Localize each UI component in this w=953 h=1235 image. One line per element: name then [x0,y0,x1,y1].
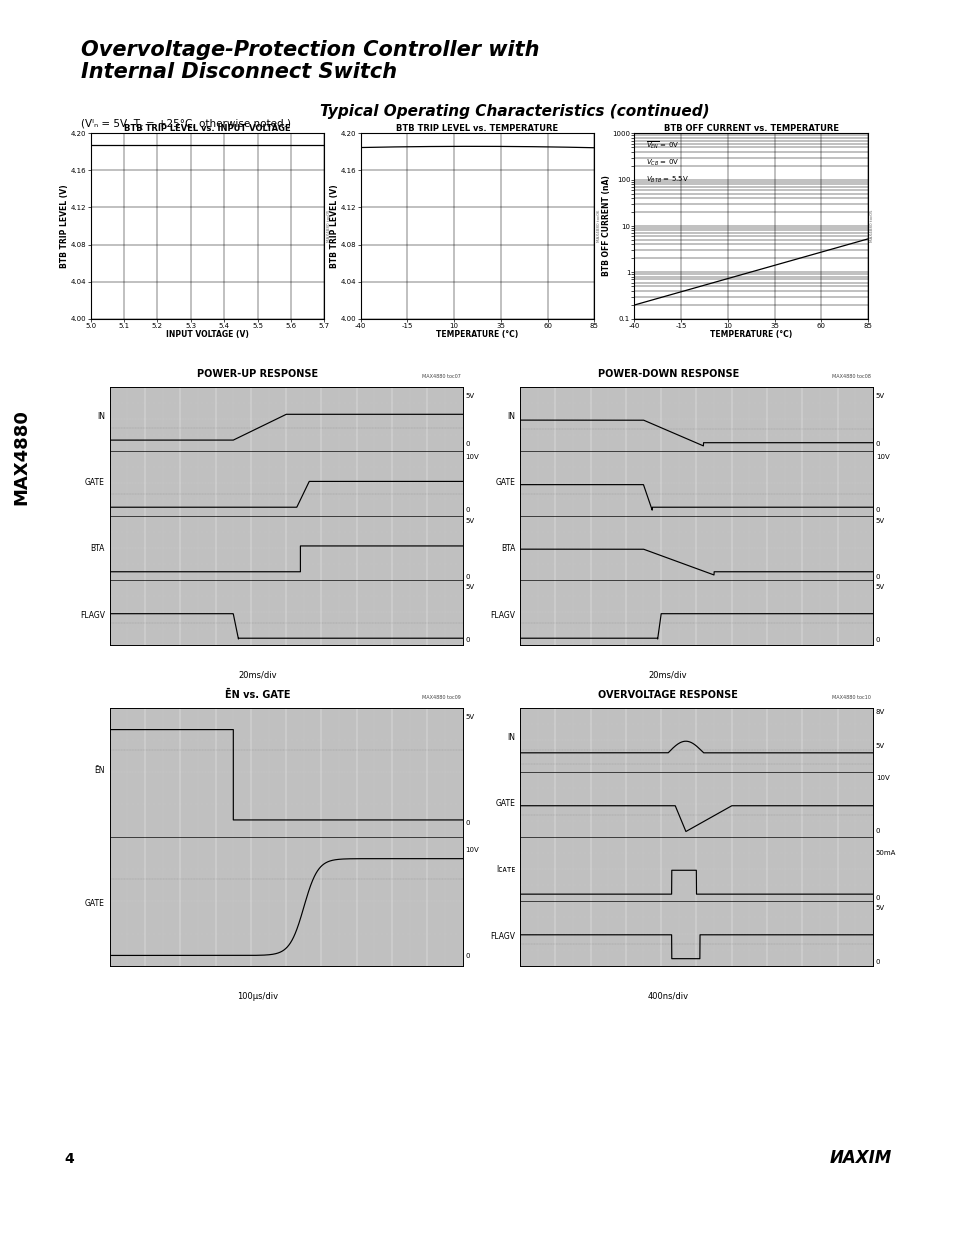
Text: 0: 0 [465,441,470,447]
Text: FLAGV: FLAGV [490,931,515,941]
Text: MAX4880 toc10: MAX4880 toc10 [831,695,870,700]
Text: 5V: 5V [875,393,884,399]
Text: Internal Disconnect Switch: Internal Disconnect Switch [81,62,396,82]
Y-axis label: BTB OFF CURRENT (nA): BTB OFF CURRENT (nA) [601,175,610,277]
Text: Overvoltage-Protection Controller with: Overvoltage-Protection Controller with [81,40,539,59]
Y-axis label: BTB TRIP LEVEL (V): BTB TRIP LEVEL (V) [60,184,70,268]
Text: 10V: 10V [465,847,478,853]
Text: Typical Operating Characteristics (continued): Typical Operating Characteristics (conti… [320,104,709,119]
Text: 0: 0 [465,508,470,514]
Text: MAX4880 toc06: MAX4880 toc06 [596,210,600,242]
Text: MAX4880: MAX4880 [12,409,30,505]
Text: 10V: 10V [875,776,888,782]
Text: 5V: 5V [875,905,884,911]
Text: BTA: BTA [500,545,515,553]
Text: MAX4880 toc09: MAX4880 toc09 [421,695,460,700]
Text: Iᴄᴀᴛᴇ: Iᴄᴀᴛᴇ [496,866,515,874]
Title: BTB TRIP LEVEL vs. INPUT VOLTAGE: BTB TRIP LEVEL vs. INPUT VOLTAGE [124,124,291,132]
Text: BTA: BTA [91,545,105,553]
Text: FLAGV: FLAGV [490,610,515,620]
Text: MAX4880 toc05: MAX4880 toc05 [869,210,874,242]
Text: 5V: 5V [465,714,475,720]
Text: 5V: 5V [465,393,475,399]
Text: 0: 0 [875,958,880,965]
Text: 0: 0 [465,574,470,579]
X-axis label: TEMPERATURE (°C): TEMPERATURE (°C) [709,330,792,340]
Text: IN: IN [507,411,515,421]
Text: $\overline{V_{EN}}$ = 0V: $\overline{V_{EN}}$ = 0V [645,140,679,151]
Text: 0: 0 [875,637,880,643]
Text: FLAGV: FLAGV [80,610,105,620]
Text: 0: 0 [875,574,880,579]
Text: (Vᴵₙ = 5V, T⁁ = +25°C, otherwise noted.): (Vᴵₙ = 5V, T⁁ = +25°C, otherwise noted.) [81,119,291,130]
Text: 100μs/div: 100μs/div [237,992,278,1000]
Text: 5V: 5V [875,743,884,750]
Text: MAX4880 toc08: MAX4880 toc08 [831,374,870,379]
Text: 5V: 5V [465,517,475,524]
Text: 10V: 10V [875,454,888,461]
Text: 0: 0 [875,508,880,514]
Text: POWER-DOWN RESPONSE: POWER-DOWN RESPONSE [597,369,738,379]
Text: 4: 4 [65,1152,74,1166]
Text: ĒN vs. GATE: ĒN vs. GATE [225,690,291,700]
Text: OVERVOLTAGE RESPONSE: OVERVOLTAGE RESPONSE [598,690,738,700]
Text: 0: 0 [465,953,470,960]
Text: $V_{CB}$ = 0V: $V_{CB}$ = 0V [645,158,679,168]
Text: MAX4880 toc05: MAX4880 toc05 [326,210,331,242]
Text: 0: 0 [465,820,470,826]
Text: 5V: 5V [465,584,475,590]
Text: GATE: GATE [495,799,515,808]
Text: IN: IN [507,732,515,742]
Y-axis label: BTB TRIP LEVEL (V): BTB TRIP LEVEL (V) [330,184,339,268]
Text: 400ns/div: 400ns/div [647,992,688,1000]
Text: 10V: 10V [465,454,478,461]
Text: 0: 0 [875,441,880,447]
Text: 20ms/div: 20ms/div [238,671,277,679]
Text: ИAXIM: ИAXIM [829,1150,891,1167]
X-axis label: TEMPERATURE (°C): TEMPERATURE (°C) [436,330,518,340]
Text: 0: 0 [875,895,880,900]
Text: $V_{BTB}$ = 5.5V: $V_{BTB}$ = 5.5V [645,174,688,185]
Title: BTB OFF CURRENT vs. TEMPERATURE: BTB OFF CURRENT vs. TEMPERATURE [663,124,838,132]
Text: 5V: 5V [875,517,884,524]
Text: ĒN: ĒN [94,766,105,774]
Text: 0: 0 [875,829,880,835]
Text: GATE: GATE [85,899,105,908]
Text: POWER-UP RESPONSE: POWER-UP RESPONSE [197,369,318,379]
X-axis label: INPUT VOLTAGE (V): INPUT VOLTAGE (V) [166,330,249,340]
Text: GATE: GATE [85,478,105,487]
Text: 50mA: 50mA [875,850,895,856]
Text: GATE: GATE [495,478,515,487]
Text: 20ms/div: 20ms/div [648,671,687,679]
Title: BTB TRIP LEVEL vs. TEMPERATURE: BTB TRIP LEVEL vs. TEMPERATURE [396,124,558,132]
Text: 8V: 8V [875,709,884,715]
Text: 5V: 5V [875,584,884,590]
Text: IN: IN [97,411,105,421]
Text: 0: 0 [465,637,470,643]
Text: MAX4880 toc07: MAX4880 toc07 [421,374,460,379]
